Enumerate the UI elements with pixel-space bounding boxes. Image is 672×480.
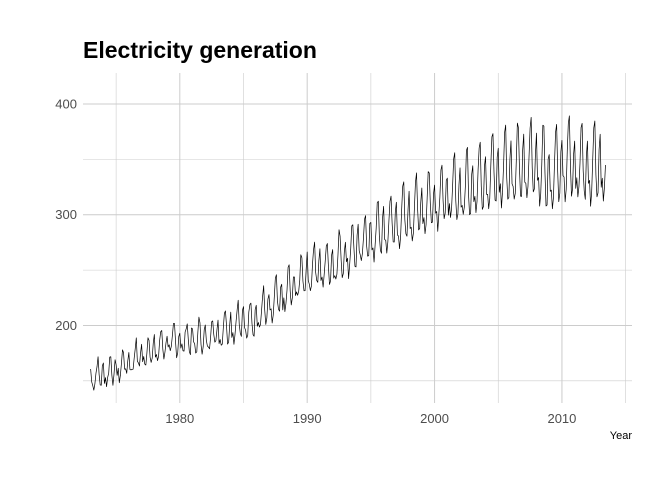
chart-title: Electricity generation: [83, 37, 317, 63]
series-layer: [90, 115, 606, 391]
x-tick-label: 2000: [420, 411, 449, 426]
x-tick-labels: 1980 1990 2000 2010: [165, 411, 576, 426]
x-tick-label: 1980: [165, 411, 194, 426]
y-tick-label: 200: [55, 318, 77, 333]
y-tick-label: 400: [55, 97, 77, 112]
x-axis-title: Year: [610, 430, 633, 442]
y-tick-labels: 200 300 400: [55, 97, 77, 333]
x-tick-label: 2010: [547, 411, 576, 426]
major-gridlines: [83, 73, 632, 403]
y-tick-label: 300: [55, 207, 77, 222]
x-tick-label: 1990: [293, 411, 322, 426]
series-line: [90, 115, 606, 391]
minor-gridlines: [83, 73, 632, 403]
